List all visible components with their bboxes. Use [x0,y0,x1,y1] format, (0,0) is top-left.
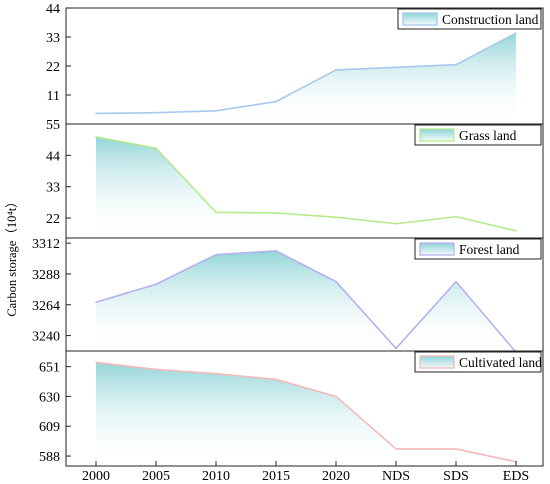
x-tick-label: 2020 [322,469,350,484]
x-tick-label: NDS [382,469,410,484]
point-forest-land-2010 [215,253,217,256]
point-grass-land-2005 [155,147,157,150]
line-construction-land [95,32,517,115]
legend-swatch [402,12,438,26]
panel-grass-land: 22 33 44 55 Grass land [46,118,544,239]
y-tick-label: 22 [46,212,60,227]
y-tick-label: 33 [46,31,60,46]
point-grass-land-2015 [275,212,277,214]
line-cultivated-land [95,361,517,463]
panel-construction-land: 11 22 33 44 Construction land [46,2,544,125]
point-construction-land-2005 [155,111,157,114]
point-forest-land-SDS [455,280,457,283]
point-cultivated-land-2000 [95,361,97,364]
point-forest-land-2020 [335,280,337,283]
panel-frame [65,350,544,467]
point-construction-land-SDS [455,63,457,66]
y-tick-label: 3288 [32,268,60,283]
area-construction-land [96,33,516,124]
y-tick-label: 11 [47,89,60,104]
point-cultivated-land-2015 [275,378,277,381]
x-tick-label: SDS [443,469,469,484]
point-construction-land-2020 [335,69,337,71]
y-tick-label: 588 [39,450,60,465]
y-tick-label: 3240 [32,330,60,345]
point-grass-land-EDS [515,230,517,232]
y-tick-label: 630 [39,390,60,405]
y-tick-label: 44 [46,149,60,164]
area-cultivated-land [96,362,516,466]
x-tick-label: 2000 [82,469,110,484]
y-tick-label: 22 [46,60,60,75]
legend-swatch [419,128,455,142]
point-forest-land-2015 [275,250,277,252]
y-axis-label: Carbon storage（10⁴t） [5,195,19,316]
legend-forest-land: Forest land [414,238,542,260]
point-construction-land-2015 [275,100,277,103]
point-grass-land-2010 [215,211,217,214]
y-tick-label: 33 [46,181,60,196]
point-grass-land-2020 [335,216,337,218]
point-grass-land-NDS [395,222,397,225]
point-forest-land-2000 [95,301,97,304]
area-grass-land [96,136,516,238]
point-cultivated-land-2005 [155,368,157,371]
y-tick-label: 55 [46,118,60,133]
legend-label: Cultivated land [459,355,542,370]
x-tick-label: 2010 [202,469,230,484]
legend-swatch [419,242,455,256]
panel-forest-land: 3240 3264 3288 3312 Forest land [32,237,544,354]
point-grass-land-SDS [455,215,457,218]
x-tick-label: 2005 [142,469,170,484]
x-tick-label: 2015 [262,469,290,484]
legend-cultivated-land: Cultivated land [414,351,542,373]
point-cultivated-land-2010 [215,372,217,375]
legend-label: Grass land [459,128,517,143]
point-cultivated-land-2020 [335,395,337,398]
chart-panels: 11 22 33 44 Construction land 22 33 44 55 Grass l… [32,2,544,467]
point-construction-land-EDS [515,32,517,34]
point-construction-land-NDS [395,66,397,69]
panel-cultivated-land: 588 609 630 651 Cultivated land [39,350,544,467]
line-grass-land [95,136,517,232]
y-tick-label: 609 [39,420,60,435]
point-forest-land-2005 [155,283,157,286]
point-construction-land-2000 [95,112,97,115]
legend-construction-land: Construction land [397,8,542,30]
legend-label: Construction land [442,12,539,27]
y-tick-label: 651 [39,361,60,376]
point-cultivated-land-NDS [395,448,397,450]
area-forest-land [96,250,516,353]
point-construction-land-2010 [215,110,217,112]
x-tick-label: EDS [503,469,529,484]
y-tick-label: 44 [46,2,60,17]
point-forest-land-NDS [395,347,397,350]
line-forest-land [95,250,517,353]
point-grass-land-2000 [95,136,97,138]
legend-label: Forest land [459,242,520,257]
legend-swatch [419,355,455,369]
legend-grass-land: Grass land [414,124,542,146]
y-tick-label: 3312 [32,237,60,252]
point-cultivated-land-SDS [455,448,457,450]
y-tick-label: 3264 [32,299,60,314]
x-axis: 2000 2005 2010 2015 2020 NDS SDS EDS [82,461,529,484]
